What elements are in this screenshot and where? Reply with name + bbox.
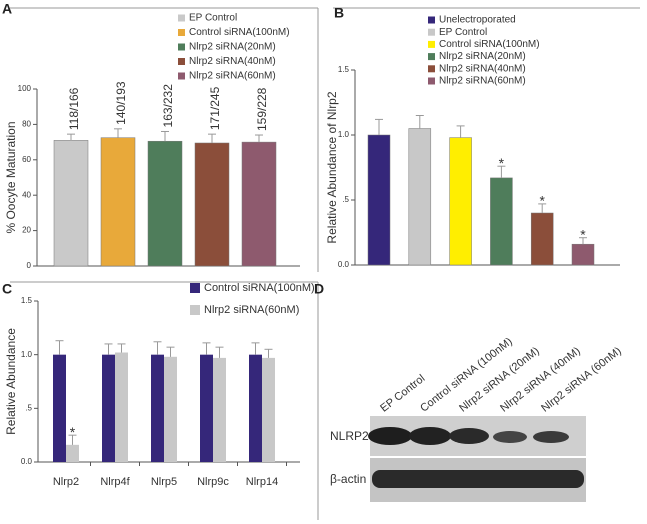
bar bbox=[213, 357, 226, 462]
legend-swatch bbox=[178, 14, 185, 22]
x-tick-label: Nlrp9c bbox=[197, 476, 229, 488]
bar bbox=[151, 354, 164, 462]
y-tick-label: 0 bbox=[27, 261, 32, 270]
y-tick-label: 80 bbox=[22, 120, 31, 129]
y-axis-label: Relative Abundance bbox=[4, 328, 18, 435]
y-tick-label: 0.0 bbox=[338, 260, 350, 269]
blot-image bbox=[368, 416, 586, 502]
bar-label: 171/245 bbox=[208, 86, 222, 130]
legend-label: Nlrp2 siRNA(60nM) bbox=[204, 304, 299, 316]
bar bbox=[147, 140, 183, 267]
legend-swatch bbox=[190, 305, 200, 315]
legend-swatch bbox=[178, 58, 185, 65]
legend-swatch bbox=[428, 65, 435, 73]
panel-label: D bbox=[314, 281, 324, 297]
x-tick-label: Nlrp2 bbox=[53, 476, 79, 488]
bar bbox=[53, 140, 89, 267]
bar bbox=[66, 444, 79, 462]
legend-swatch bbox=[190, 283, 200, 293]
y-tick-label: 60 bbox=[22, 155, 31, 164]
lane-label: Nlrp2 siRNA (60nM) bbox=[539, 345, 623, 415]
legend-label: Control siRNA(100nM) bbox=[189, 27, 290, 38]
band bbox=[409, 427, 451, 445]
significance: * bbox=[580, 226, 586, 242]
bar bbox=[262, 357, 275, 462]
panel-label: A bbox=[2, 1, 12, 17]
significance: * bbox=[70, 424, 76, 440]
y-axis-label: % Oocyte Maturation bbox=[4, 121, 18, 233]
bar bbox=[367, 134, 391, 266]
bar bbox=[115, 352, 128, 462]
legend-swatch bbox=[428, 28, 435, 36]
band bbox=[368, 427, 412, 445]
band bbox=[372, 470, 584, 488]
panel-label: C bbox=[2, 281, 12, 297]
legend-label: Nlrp2 siRNA(20nM) bbox=[439, 51, 526, 62]
legend-label: EP Control bbox=[439, 27, 487, 38]
bar bbox=[530, 212, 554, 266]
bar-label: 140/193 bbox=[114, 81, 128, 125]
bar bbox=[241, 141, 277, 267]
bar-label: 163/232 bbox=[161, 84, 175, 128]
legend-swatch bbox=[178, 43, 185, 51]
bar bbox=[53, 354, 66, 462]
y-tick-label: 100 bbox=[18, 84, 32, 93]
y-tick-label: 0.0 bbox=[21, 457, 33, 466]
y-tick-label: 20 bbox=[22, 226, 31, 235]
legend-label: Nlrp2 siRNA(20nM) bbox=[189, 42, 276, 53]
legend-swatch bbox=[428, 53, 435, 61]
legend-label: Nlrp2 siRNA(40nM) bbox=[439, 63, 526, 74]
bar bbox=[200, 354, 213, 462]
bar bbox=[164, 356, 177, 462]
y-axis-label: Relative Abundance of Nlrp2 bbox=[325, 91, 339, 243]
legend-label: Nlrp2 siRNA(60nM) bbox=[189, 71, 276, 82]
legend-swatch bbox=[428, 40, 435, 48]
y-tick-label: 1.0 bbox=[21, 350, 33, 359]
legend-label: Control siRNA(100nM) bbox=[204, 282, 315, 294]
significance: * bbox=[539, 193, 545, 209]
row-label: NLRP2 bbox=[330, 429, 369, 443]
bar bbox=[102, 354, 115, 462]
bar bbox=[571, 243, 595, 266]
band bbox=[533, 431, 569, 443]
bar bbox=[449, 137, 472, 266]
bar bbox=[408, 128, 432, 266]
x-tick-label: Nlrp14 bbox=[246, 476, 278, 488]
legend-label: Nlrp2 siRNA(60nM) bbox=[439, 76, 526, 87]
y-tick-label: .5 bbox=[25, 403, 32, 412]
panel-label: B bbox=[334, 5, 344, 21]
bar bbox=[194, 142, 230, 267]
band bbox=[449, 428, 489, 444]
band bbox=[493, 431, 527, 443]
legend-label: EP Control bbox=[189, 13, 237, 24]
y-tick-label: 1.0 bbox=[338, 130, 350, 139]
y-tick-label: 1.5 bbox=[21, 296, 33, 305]
legend-label: Control siRNA(100nM) bbox=[439, 39, 540, 50]
row-label: β-actin bbox=[330, 472, 366, 486]
legend-swatch bbox=[428, 77, 435, 85]
bar-label: 118/166 bbox=[67, 87, 81, 130]
legend-label: Unelectroporated bbox=[439, 15, 516, 26]
x-tick-label: Nlrp5 bbox=[151, 476, 177, 488]
legend-swatch bbox=[178, 29, 185, 36]
y-tick-label: 1.5 bbox=[338, 65, 350, 74]
bar bbox=[490, 177, 513, 266]
legend-swatch bbox=[178, 72, 185, 80]
bar bbox=[100, 137, 136, 267]
y-tick-label: 40 bbox=[22, 190, 31, 199]
significance: * bbox=[499, 155, 505, 171]
bar bbox=[249, 354, 262, 462]
bar-label: 159/228 bbox=[255, 87, 269, 131]
y-tick-label: .5 bbox=[342, 195, 349, 204]
x-tick-label: Nlrp4f bbox=[100, 476, 130, 488]
legend-swatch bbox=[428, 16, 435, 24]
legend-label: Nlrp2 siRNA(40nM) bbox=[189, 56, 276, 67]
